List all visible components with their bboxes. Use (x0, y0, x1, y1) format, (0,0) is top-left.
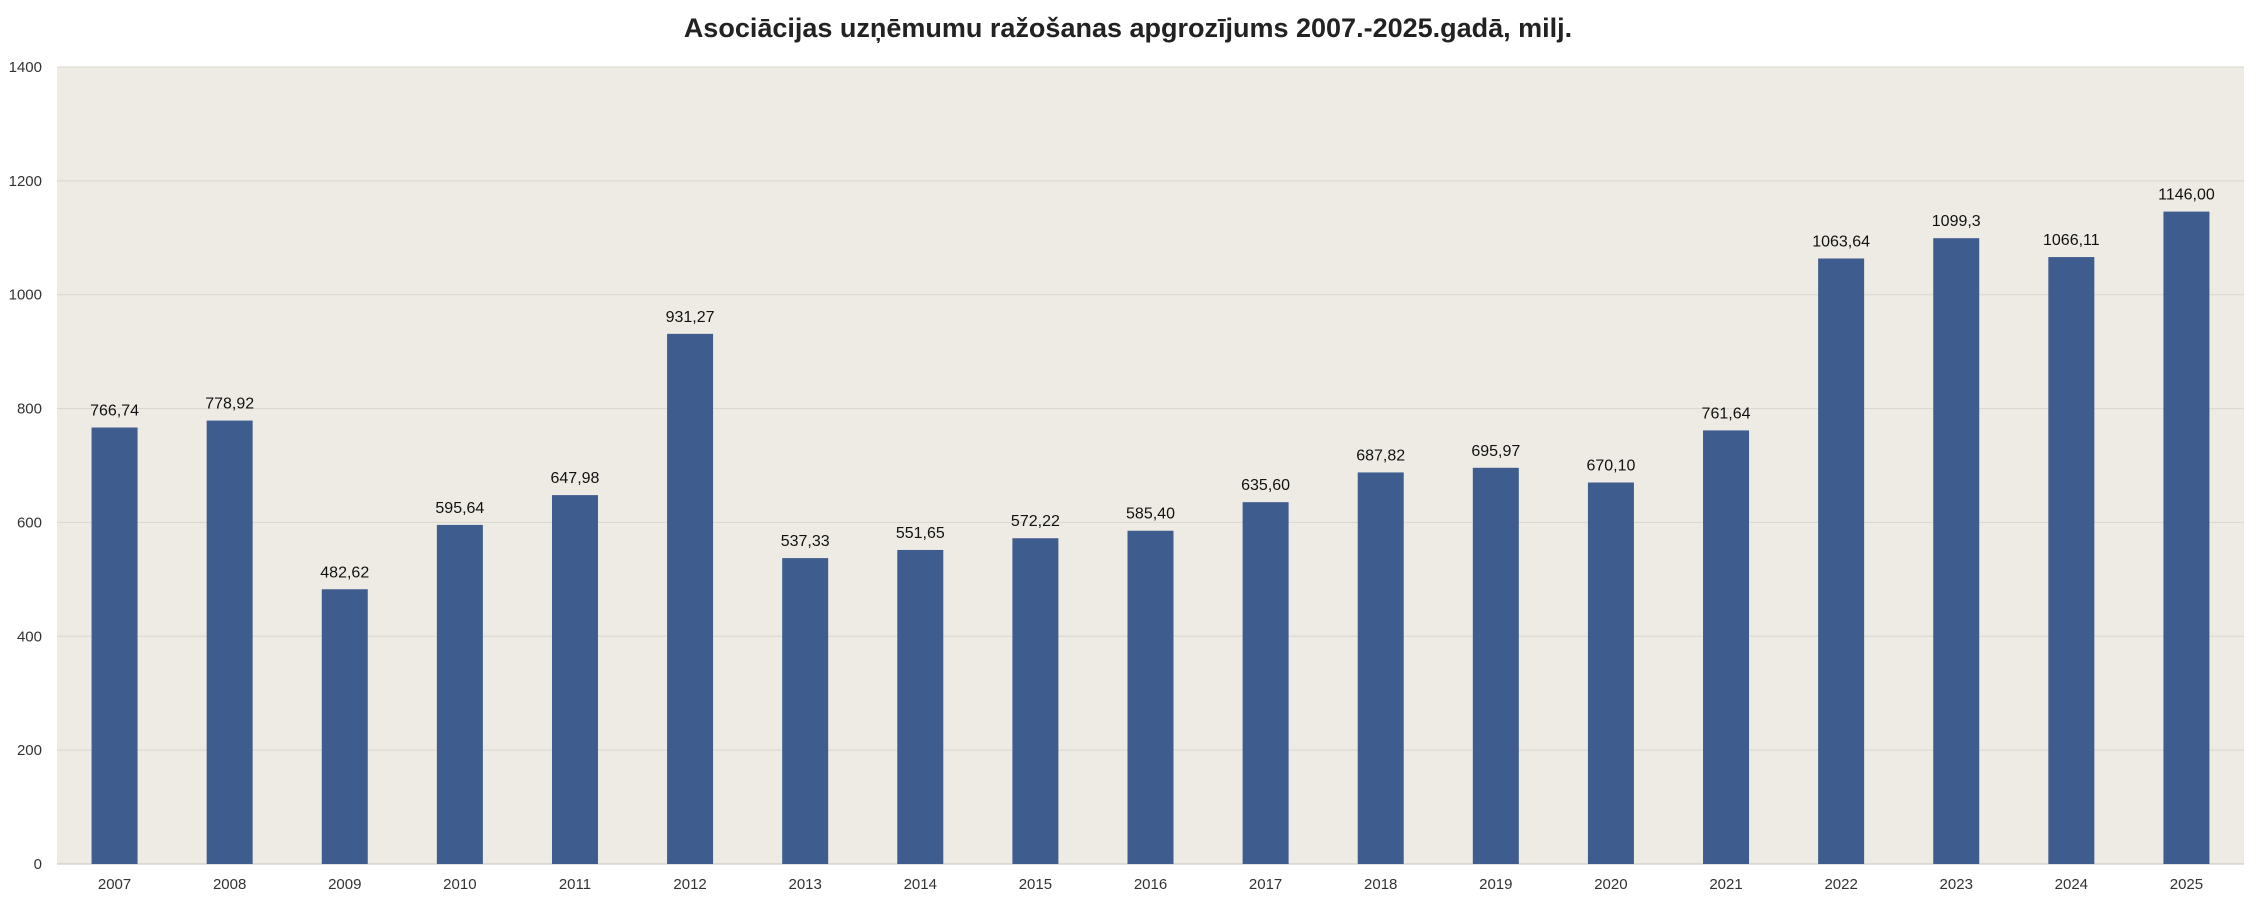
data-label-2023: 1099,3 (1932, 213, 1981, 230)
data-label-2007: 766,74 (90, 403, 139, 420)
x-tick-label-2016: 2016 (1134, 876, 1167, 893)
x-tick-label-2025: 2025 (2170, 876, 2203, 893)
x-tick-label-2019: 2019 (1479, 876, 1512, 893)
data-label-2015: 572,22 (1011, 513, 1060, 530)
data-label-2017: 635,60 (1241, 477, 1290, 494)
data-label-2012: 931,27 (666, 309, 715, 326)
x-tick-label-2014: 2014 (904, 876, 937, 893)
bar-2008 (206, 420, 253, 864)
x-tick-label-2012: 2012 (673, 876, 706, 893)
x-tick-label-2015: 2015 (1019, 876, 1052, 893)
bar-2009 (321, 589, 368, 864)
bar-2014 (897, 549, 944, 864)
x-tick-label-2011: 2011 (559, 876, 591, 893)
x-tick-label-2008: 2008 (213, 876, 246, 893)
bar-2011 (551, 495, 598, 864)
x-tick-label-2018: 2018 (1364, 876, 1397, 893)
data-label-2024: 1066,11 (2043, 232, 2100, 249)
x-tick-label-2017: 2017 (1249, 876, 1282, 893)
x-tick-label-2007: 2007 (98, 876, 131, 893)
bar-2007 (91, 427, 138, 864)
y-tick-label: 1400 (9, 59, 42, 76)
data-label-2011: 647,98 (551, 470, 600, 487)
y-tick-label: 800 (17, 401, 42, 418)
data-label-2014: 551,65 (896, 525, 945, 542)
bar-2018 (1357, 472, 1404, 864)
bar-2024 (2048, 257, 2095, 864)
data-label-2010: 595,64 (435, 500, 484, 517)
data-label-2013: 537,33 (781, 533, 830, 550)
data-label-2008: 778,92 (205, 396, 254, 413)
data-label-2009: 482,62 (320, 564, 369, 581)
data-label-2018: 687,82 (1356, 447, 1405, 464)
x-tick-label-2021: 2021 (1709, 876, 1742, 893)
x-tick-label-2009: 2009 (328, 876, 361, 893)
y-tick-label: 400 (17, 628, 42, 645)
bar-2020 (1587, 482, 1634, 864)
x-tick-label-2020: 2020 (1594, 876, 1627, 893)
data-label-2019: 695,97 (1471, 443, 1520, 460)
bar-2019 (1472, 467, 1519, 864)
data-label-2021: 761,64 (1702, 405, 1751, 422)
bar-2015 (1012, 538, 1059, 864)
bar-2021 (1703, 430, 1750, 864)
bar-2017 (1242, 502, 1289, 864)
bar-2016 (1127, 530, 1174, 864)
data-label-2022: 1063,64 (1812, 233, 1870, 250)
data-label-2016: 585,40 (1126, 506, 1175, 523)
y-tick-label: 600 (17, 514, 42, 531)
y-tick-label: 1200 (9, 173, 42, 190)
bar-2013 (782, 558, 829, 864)
y-tick-label: 1000 (9, 287, 42, 304)
bar-2023 (1933, 238, 1980, 865)
chart-title: Asociācijas uzņēmumu ražošanas apgrozīju… (683, 13, 1573, 43)
y-tick-label: 0 (34, 856, 42, 873)
bar-2012 (667, 333, 714, 864)
bar-2022 (1818, 258, 1865, 864)
x-tick-label-2024: 2024 (2055, 876, 2088, 893)
data-label-2020: 670,10 (1586, 458, 1635, 475)
y-tick-label: 200 (17, 742, 42, 759)
bar-2010 (436, 524, 483, 864)
data-label-2025: 1146,00 (2158, 187, 2215, 204)
x-tick-label-2013: 2013 (788, 876, 821, 893)
x-tick-label-2010: 2010 (443, 876, 476, 893)
x-tick-label-2022: 2022 (1824, 876, 1857, 893)
bar-2025 (2163, 211, 2210, 864)
x-tick-label-2023: 2023 (1940, 876, 1973, 893)
